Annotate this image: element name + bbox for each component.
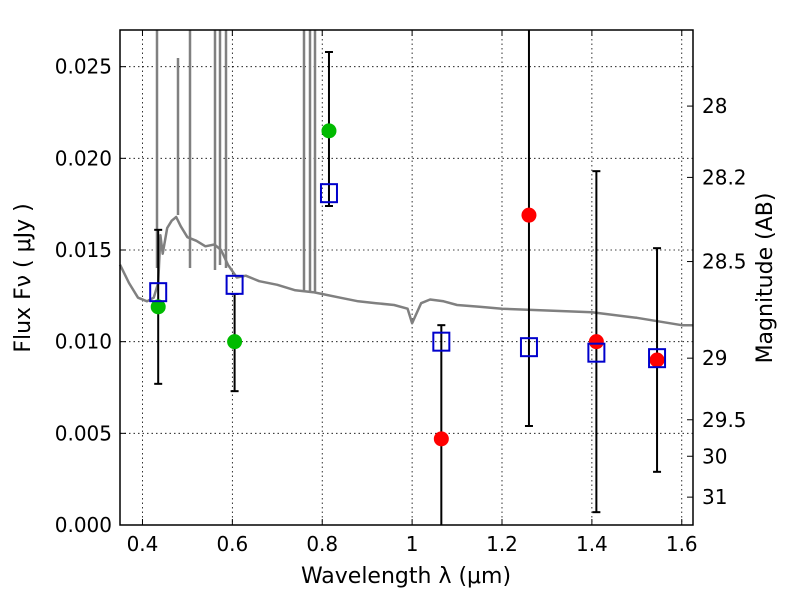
- x-axis-label: Wavelength λ (μm): [301, 564, 511, 589]
- observed-red-point: [521, 207, 537, 223]
- observed-green-point: [150, 299, 166, 315]
- y-tick-label: 0.025: [55, 55, 112, 79]
- y-tick-label: 0.005: [55, 421, 112, 445]
- x-tick-label: 0.8: [306, 532, 338, 556]
- model-spectrum-line: [118, 215, 693, 327]
- y2-tick-label: 28: [702, 94, 727, 118]
- x-tick-label: 1.4: [576, 532, 608, 556]
- axes: 0.4 0.6 0.8 1 1.2 1.4 1.6 0.000 0.005 0.010 0.015 0…: [55, 30, 747, 556]
- model-photometry-point: [432, 331, 451, 352]
- model-photometry-point: [149, 282, 168, 303]
- x-tick-label: 1: [406, 532, 419, 556]
- y-tick-label: 0.000: [55, 513, 112, 537]
- model-photometry-point: [648, 348, 667, 369]
- y-tick-label: 0.010: [55, 330, 112, 354]
- y2-axis-label: Magnitude (AB): [753, 193, 778, 364]
- observed-red-point: [649, 352, 665, 368]
- model-photometry-point: [319, 183, 338, 204]
- y2-tick-label: 31: [702, 485, 727, 509]
- y-tick-label: 0.020: [55, 146, 112, 170]
- model-photometry-point: [587, 342, 606, 363]
- x-tick-label: 1.6: [666, 532, 698, 556]
- plot-frame: [119, 29, 694, 526]
- model-photometry-point: [519, 337, 538, 358]
- spectrum-layer: [118, 30, 693, 327]
- x-tick-label: 0.4: [127, 532, 159, 556]
- y2-tick-label: 29.5: [702, 408, 747, 432]
- observed-red-point: [433, 431, 449, 447]
- y2-tick-label: 29: [702, 346, 727, 370]
- error-bar-layer: [154, 30, 662, 525]
- y2-tick-label: 28.5: [702, 250, 747, 274]
- model-photometry-point: [225, 274, 244, 295]
- x-tick-label: 0.6: [216, 532, 248, 556]
- y2-tick-label: 28.2: [702, 165, 747, 189]
- y-tick-label: 0.015: [55, 238, 112, 262]
- observed-green-point: [321, 123, 337, 139]
- y2-tick-label: 30: [702, 444, 727, 468]
- x-tick-label: 1.2: [486, 532, 518, 556]
- emission-line-spikes: [155, 30, 317, 292]
- grid: [120, 30, 693, 526]
- y-axis-label: Flux Fν ( μJy ): [11, 203, 36, 352]
- marker-layer: [149, 123, 667, 447]
- observed-red-point: [588, 334, 604, 350]
- observed-green-point: [227, 334, 243, 350]
